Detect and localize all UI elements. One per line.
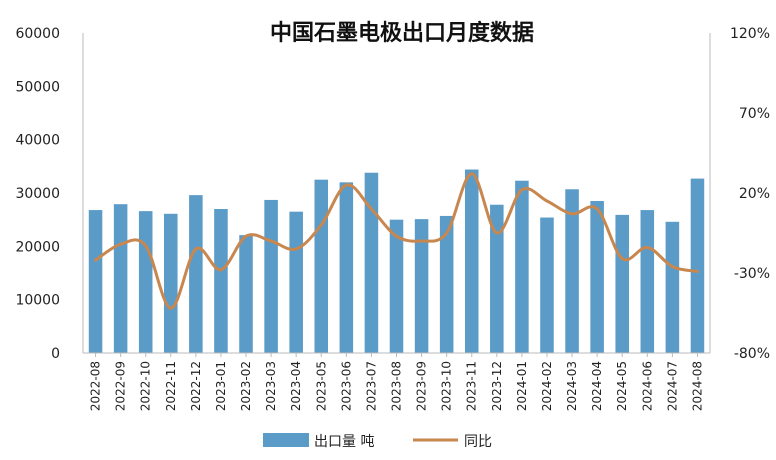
bar-2023-03 (264, 199, 278, 353)
x-tick-label: 2022-11 (164, 361, 178, 411)
bar-2022-10 (138, 211, 153, 353)
bar-2024-04 (590, 201, 604, 353)
yoy-point-2022-12 (194, 247, 198, 251)
x-tick-label: 2023-03 (264, 361, 278, 411)
x-tick-label: 2023-02 (239, 361, 253, 411)
bar-2022-08 (88, 210, 103, 353)
yoy-point-2023-01 (219, 268, 223, 272)
y-right-tick-label: 120% (730, 26, 770, 42)
x-tick-label: 2023-12 (490, 361, 504, 411)
x-tick-label: 2024-01 (515, 361, 529, 411)
x-tick-label: 2023-08 (390, 361, 404, 411)
x-tick-label: 2023-05 (314, 361, 328, 411)
yoy-point-2023-04 (294, 247, 298, 251)
yoy-point-2023-05 (319, 223, 323, 227)
bar-2024-08 (690, 178, 705, 353)
y-right-ticks: -80% -30% 20% 70% 120% (730, 26, 770, 362)
bar-2023-08 (389, 219, 404, 353)
y-left-tick-label: 50000 (15, 79, 60, 95)
y-left-tick-label: 30000 (15, 186, 60, 202)
y-left-tick-label: 10000 (15, 293, 60, 309)
x-tick-label: 2024-06 (640, 361, 654, 411)
y-left-tick-label: 40000 (15, 133, 60, 149)
y-right-tick-label: 20% (739, 186, 770, 202)
bar-2024-01 (515, 180, 529, 353)
yoy-point-2022-09 (119, 242, 123, 246)
bar-2022-12 (189, 195, 203, 353)
x-tick-label: 2023-09 (415, 361, 429, 411)
bar-2023-04 (289, 211, 303, 353)
bar-2024-06 (640, 210, 655, 353)
yoy-point-2024-04 (595, 207, 599, 211)
x-tick-label: 2024-05 (615, 361, 629, 411)
chart-title: 中国石墨电极出口月度数据 (270, 20, 534, 46)
yoy-point-2023-08 (395, 234, 398, 238)
yoy-point-2024-05 (620, 257, 624, 261)
x-tick-label: 2022-09 (114, 361, 128, 411)
yoy-point-2022-08 (94, 258, 98, 262)
bar-2024-05 (615, 214, 629, 353)
bar-2023-09 (414, 219, 429, 353)
y-left-tick-label: 20000 (15, 239, 60, 255)
yoy-point-2024-06 (645, 245, 649, 249)
yoy-point-2024-01 (520, 188, 524, 192)
yoy-point-2023-03 (269, 239, 273, 243)
bar-2023-02 (239, 235, 253, 353)
yoy-point-2023-11 (470, 172, 474, 176)
yoy-point-2023-02 (244, 234, 248, 238)
yoy-point-2023-07 (369, 207, 373, 211)
x-tick-label: 2023-04 (289, 361, 303, 411)
x-tick-label: 2023-11 (465, 361, 479, 411)
x-tick-label: 2022-10 (139, 361, 153, 411)
bar-2023-06 (339, 182, 354, 353)
yoy-point-2022-10 (144, 244, 148, 248)
yoy-point-2022-11 (169, 306, 173, 310)
bar-2023-11 (464, 169, 479, 353)
yoy-point-2023-10 (445, 231, 449, 235)
bar-2024-07 (665, 221, 680, 353)
x-tick-label: 2023-10 (440, 361, 454, 411)
y-right-tick-label: 70% (739, 106, 770, 122)
x-tick-label: 2022-08 (89, 361, 103, 411)
bar-2022-09 (113, 204, 128, 353)
bar-2024-03 (565, 189, 579, 353)
legend-line-label: 同比 (464, 434, 492, 450)
legend-bar-swatch (263, 433, 309, 447)
y-right-tick-label: -30% (734, 266, 770, 282)
yoy-point-2024-08 (695, 269, 699, 273)
bars-layer (88, 169, 705, 353)
bar-2023-12 (490, 204, 504, 353)
line-layer (94, 172, 699, 310)
x-tick-label: 2024-08 (690, 361, 704, 411)
x-tick-label: 2024-03 (565, 361, 579, 411)
bar-2023-10 (439, 215, 454, 353)
x-ticks: 2022-08 2022-09 2022-10 2022-11 2022-12 2023-… (89, 353, 704, 411)
y-left-ticks: 0 10000 20000 30000 40000 50000 60000 (15, 26, 60, 362)
bar-2023-05 (314, 179, 329, 353)
x-tick-label: 2023-01 (214, 361, 228, 411)
y-right-tick-label: -80% (734, 346, 770, 362)
x-tick-label: 2024-04 (590, 361, 604, 411)
yoy-point-2023-12 (495, 231, 499, 235)
yoy-point-2023-06 (344, 183, 348, 187)
x-tick-label: 2022-12 (189, 361, 203, 411)
yoy-point-2024-07 (670, 265, 674, 269)
yoy-point-2024-02 (545, 199, 549, 203)
yoy-point-2024-03 (570, 212, 574, 216)
bar-2022-11 (164, 213, 178, 353)
bar-2024-02 (540, 217, 554, 353)
x-tick-label: 2024-07 (665, 361, 679, 411)
yoy-point-2023-09 (420, 239, 424, 243)
y-left-tick-label: 0 (51, 346, 60, 362)
x-tick-label: 2023-07 (364, 361, 378, 411)
x-tick-label: 2024-02 (540, 361, 554, 411)
bar-2023-07 (364, 172, 379, 353)
legend-bar-label: 出口量 吨 (314, 434, 374, 450)
bar-2023-01 (214, 209, 228, 353)
y-left-tick-label: 60000 (15, 26, 60, 42)
x-tick-label: 2023-06 (339, 361, 353, 411)
legend: 出口量 吨 同比 (263, 433, 492, 450)
